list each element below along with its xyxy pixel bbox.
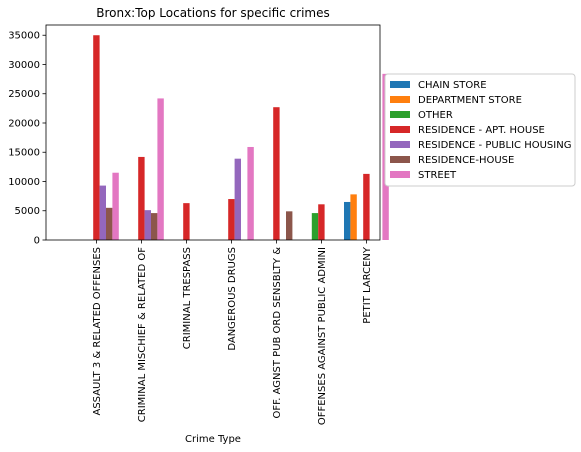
bar-5-2 xyxy=(144,210,151,240)
chart-title: Bronx:Top Locations for specific crimes xyxy=(96,6,330,20)
x-tick-label: ASSAULT 3 & RELATED OFFENSES xyxy=(92,247,103,416)
bar-6-2 xyxy=(151,213,158,240)
legend-swatch-1 xyxy=(390,81,410,88)
legend-swatch-7 xyxy=(390,171,410,178)
y-axis: 0 5000 10000 15000 20000 25000 30000 35000 xyxy=(8,31,46,247)
y-tick-label: 15000 xyxy=(8,148,40,159)
bar-5-1 xyxy=(99,185,106,240)
x-tick-label: CRIMINAL TRESPASS xyxy=(182,247,193,349)
x-tick-label: DANGEROUS DRUGS xyxy=(227,247,238,351)
bar-4-7 xyxy=(363,173,370,240)
legend-frame xyxy=(384,73,576,187)
bar-1-7 xyxy=(344,201,351,240)
legend-swatch-6 xyxy=(390,156,410,163)
legend-entry-3: OTHER xyxy=(418,110,453,121)
x-tick-label: CRIMINAL MISCHIEF & RELATED OF xyxy=(137,247,148,422)
x-tick-label: OFFENSES AGAINST PUBLIC ADMINI xyxy=(317,247,328,425)
bar-4-3 xyxy=(183,203,190,240)
bar-7-1 xyxy=(112,172,119,240)
bar-3-6 xyxy=(311,213,319,240)
x-tick-label: PETIT LARCENY xyxy=(362,246,373,324)
y-tick-label: 25000 xyxy=(8,89,40,100)
bar-2-7 xyxy=(350,194,357,240)
bar-4-1 xyxy=(93,35,100,240)
legend-swatch-3 xyxy=(390,111,410,118)
legend-entry-2: DEPARTMENT STORE xyxy=(418,95,522,106)
bar-4-6 xyxy=(318,204,325,240)
y-tick-label: 10000 xyxy=(8,177,40,188)
legend-swatch-2 xyxy=(390,96,410,103)
bar-6-1 xyxy=(106,207,113,240)
legend-swatch-4 xyxy=(390,126,410,133)
y-tick-label: 0 xyxy=(34,236,40,247)
legend-entry-5: RESIDENCE - PUBLIC HOUSING xyxy=(418,140,571,151)
legend-entry-1: CHAIN STORE xyxy=(418,80,487,91)
bar-4-2 xyxy=(138,156,145,240)
bar-5-4 xyxy=(234,158,241,240)
bar-6-5 xyxy=(286,211,293,240)
y-tick-label: 5000 xyxy=(15,206,40,217)
plot-frame xyxy=(45,24,381,241)
legend-entry-6: RESIDENCE-HOUSE xyxy=(418,155,514,166)
legend-entry-7: STREET xyxy=(418,170,457,181)
y-tick-label: 30000 xyxy=(8,60,40,71)
bar-7-4 xyxy=(247,146,254,240)
bars-layer xyxy=(93,35,389,240)
x-axis: ASSAULT 3 & RELATED OFFENSES CRIMINAL MIS… xyxy=(92,240,373,425)
bar-7-2 xyxy=(157,98,164,240)
y-tick-label: 35000 xyxy=(8,31,40,42)
bar-4-5 xyxy=(273,107,280,240)
bar-4-4 xyxy=(228,199,235,240)
y-tick-label: 20000 xyxy=(8,118,40,129)
legend-swatch-5 xyxy=(390,141,410,148)
x-tick-label: OFF. AGNST PUB ORD SENSBLTY & xyxy=(272,247,283,419)
x-axis-label: Crime Type xyxy=(185,434,241,445)
legend-entry-4: RESIDENCE - APT. HOUSE xyxy=(418,125,545,136)
legend: CHAIN STORE DEPARTMENT STORE OTHER RESIDENC… xyxy=(384,73,576,187)
